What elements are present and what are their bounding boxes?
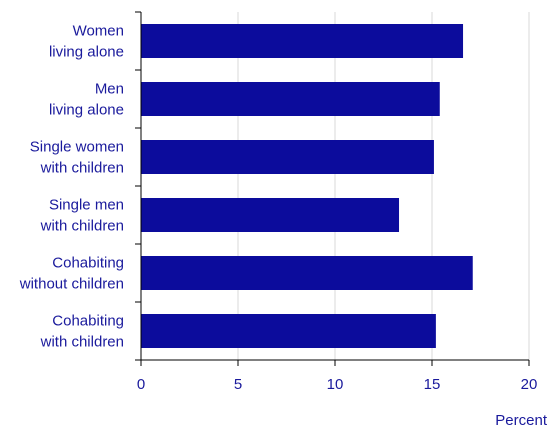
category-label-line: Cohabiting <box>52 255 124 272</box>
bar <box>141 140 434 174</box>
category-label: Women living alone <box>49 23 124 61</box>
bars <box>141 24 473 348</box>
axes <box>135 11 530 366</box>
x-tick-label: 10 <box>327 376 344 393</box>
category-label-line: without children <box>19 276 124 293</box>
category-label: Cohabiting with children <box>40 313 124 351</box>
category-label: Cohabiting without children <box>19 255 124 293</box>
category-label-line: Men <box>95 81 124 98</box>
bar <box>141 82 440 116</box>
category-label-line: Women <box>73 23 124 40</box>
x-tick-label: 20 <box>521 376 538 393</box>
bar <box>141 198 400 232</box>
bar <box>141 314 436 348</box>
category-labels: Women living alone Men living alone Single w… <box>19 23 124 351</box>
category-label-line: with children <box>40 160 124 177</box>
category-label-line: living alone <box>49 44 124 61</box>
gridlines <box>237 12 530 360</box>
category-label: Men living alone <box>49 81 124 119</box>
category-label-line: living alone <box>49 102 124 119</box>
category-label-line: Cohabiting <box>52 313 124 330</box>
bar <box>141 256 473 290</box>
category-label-line: Single women <box>30 139 124 156</box>
category-label-line: with children <box>40 334 124 351</box>
x-tick-label: 15 <box>424 376 441 393</box>
tick-labels: 0 5 10 15 20 <box>137 376 538 393</box>
category-label: Single men with children <box>40 197 124 235</box>
x-tick-label: 5 <box>234 376 242 393</box>
category-label-line: Single men <box>49 197 124 214</box>
bar <box>141 24 464 58</box>
category-label: Single women with children <box>30 139 124 177</box>
x-tick-label: 0 <box>137 376 145 393</box>
x-axis-title: Percent <box>495 412 548 429</box>
category-label-line: with children <box>40 218 124 235</box>
